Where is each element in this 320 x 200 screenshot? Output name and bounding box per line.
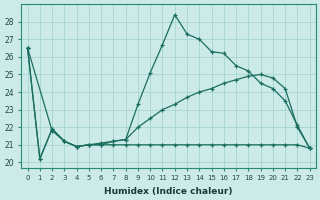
X-axis label: Humidex (Indice chaleur): Humidex (Indice chaleur) bbox=[104, 187, 233, 196]
